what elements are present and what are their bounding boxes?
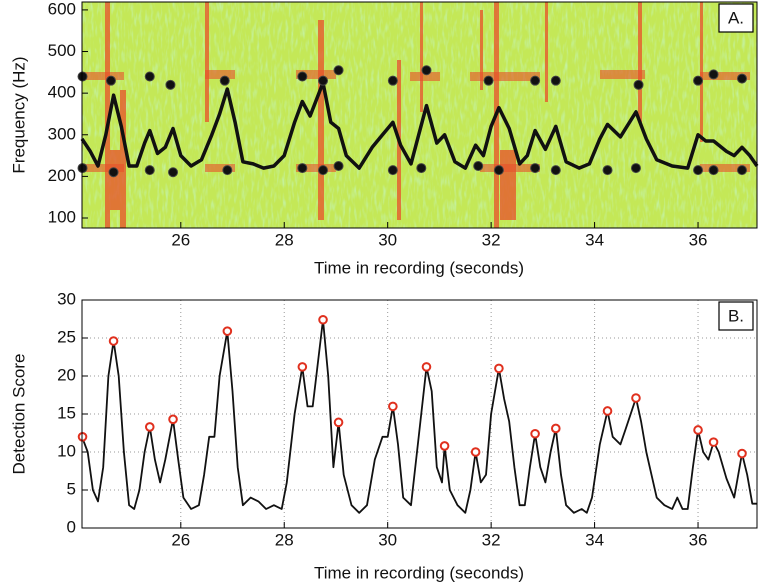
y-tick-label: 30 bbox=[57, 289, 76, 308]
marker bbox=[297, 163, 308, 174]
marker bbox=[318, 314, 328, 325]
marker bbox=[222, 326, 233, 336]
x-tick-label: 28 bbox=[275, 530, 294, 549]
x-tick-label: 34 bbox=[585, 530, 604, 549]
marker bbox=[633, 79, 644, 90]
marker bbox=[493, 165, 504, 176]
marker bbox=[421, 65, 432, 76]
panel-label-box bbox=[718, 3, 754, 33]
x-axis-label: Time in recording (seconds) bbox=[314, 563, 524, 582]
marker bbox=[144, 422, 155, 432]
x-tick-label: 32 bbox=[482, 530, 501, 549]
y-tick-label: 100 bbox=[48, 207, 76, 226]
marker bbox=[219, 75, 230, 86]
x-tick-label: 36 bbox=[689, 530, 708, 549]
marker bbox=[108, 167, 119, 178]
data-line bbox=[81, 318, 757, 514]
y-tick-label: 0 bbox=[67, 517, 76, 536]
plot-frame bbox=[81, 1, 758, 229]
y-tick-label: 15 bbox=[57, 403, 76, 422]
marker bbox=[144, 71, 155, 82]
marker bbox=[105, 75, 116, 86]
marker bbox=[439, 441, 450, 451]
marker bbox=[708, 437, 719, 447]
marker bbox=[550, 423, 561, 434]
x-tick-label: 28 bbox=[275, 230, 294, 249]
x-tick-label: 30 bbox=[378, 230, 397, 249]
marker bbox=[708, 69, 719, 80]
marker bbox=[550, 75, 561, 86]
marker bbox=[333, 65, 344, 76]
marker bbox=[693, 425, 703, 435]
marker bbox=[602, 165, 613, 176]
marker bbox=[494, 363, 504, 374]
marker bbox=[693, 75, 704, 86]
marker bbox=[297, 362, 308, 372]
data-line bbox=[80, 80, 759, 170]
y-tick-label: 20 bbox=[57, 365, 76, 384]
marker bbox=[530, 75, 541, 86]
marker bbox=[530, 428, 540, 439]
x-tick-label: 36 bbox=[689, 230, 708, 249]
y-tick-label: 25 bbox=[57, 327, 76, 346]
marker bbox=[737, 165, 747, 176]
panel-label: A. bbox=[728, 8, 744, 27]
y-tick-label: 10 bbox=[57, 441, 76, 460]
y-tick-label: 300 bbox=[48, 124, 76, 143]
marker bbox=[693, 165, 704, 176]
marker bbox=[318, 75, 329, 86]
marker bbox=[222, 165, 233, 176]
x-tick-label: 26 bbox=[171, 230, 190, 249]
marker bbox=[165, 79, 176, 90]
marker bbox=[421, 362, 432, 372]
marker bbox=[737, 448, 747, 459]
marker bbox=[737, 73, 747, 84]
marker bbox=[168, 167, 179, 178]
x-tick-label: 26 bbox=[171, 530, 190, 549]
marker bbox=[530, 163, 541, 174]
marker bbox=[473, 160, 484, 171]
marker bbox=[550, 165, 561, 176]
spectrogram bbox=[82, 2, 757, 228]
marker bbox=[631, 393, 641, 403]
marker bbox=[77, 163, 88, 174]
y-axis-label: Frequency (Hz) bbox=[9, 56, 28, 173]
marker bbox=[602, 406, 613, 416]
marker bbox=[387, 165, 398, 176]
y-tick-label: 5 bbox=[67, 479, 76, 498]
marker bbox=[416, 163, 427, 174]
y-tick-label: 400 bbox=[48, 83, 76, 102]
marker bbox=[144, 165, 155, 176]
marker bbox=[297, 71, 308, 82]
panel-label: B. bbox=[728, 306, 744, 325]
marker bbox=[708, 165, 719, 176]
marker bbox=[470, 447, 481, 457]
marker bbox=[333, 160, 344, 171]
panel-label-box bbox=[718, 301, 754, 331]
marker bbox=[387, 75, 398, 86]
y-tick-label: 500 bbox=[48, 41, 76, 60]
marker bbox=[333, 417, 344, 428]
x-tick-label: 30 bbox=[378, 530, 397, 549]
x-tick-label: 32 bbox=[482, 230, 501, 249]
marker bbox=[77, 432, 88, 442]
y-axis-label: Detection Score bbox=[9, 354, 28, 475]
x-tick-label: 34 bbox=[585, 230, 604, 249]
marker bbox=[108, 336, 119, 346]
marker bbox=[77, 71, 88, 82]
y-tick-label: 600 bbox=[48, 0, 76, 18]
marker bbox=[168, 414, 178, 425]
x-axis-label: Time in recording (seconds) bbox=[314, 258, 524, 277]
marker bbox=[388, 401, 398, 412]
marker bbox=[483, 75, 494, 86]
plot-frame bbox=[81, 299, 758, 529]
marker bbox=[630, 163, 641, 174]
marker bbox=[318, 165, 329, 176]
y-tick-label: 200 bbox=[48, 166, 76, 185]
